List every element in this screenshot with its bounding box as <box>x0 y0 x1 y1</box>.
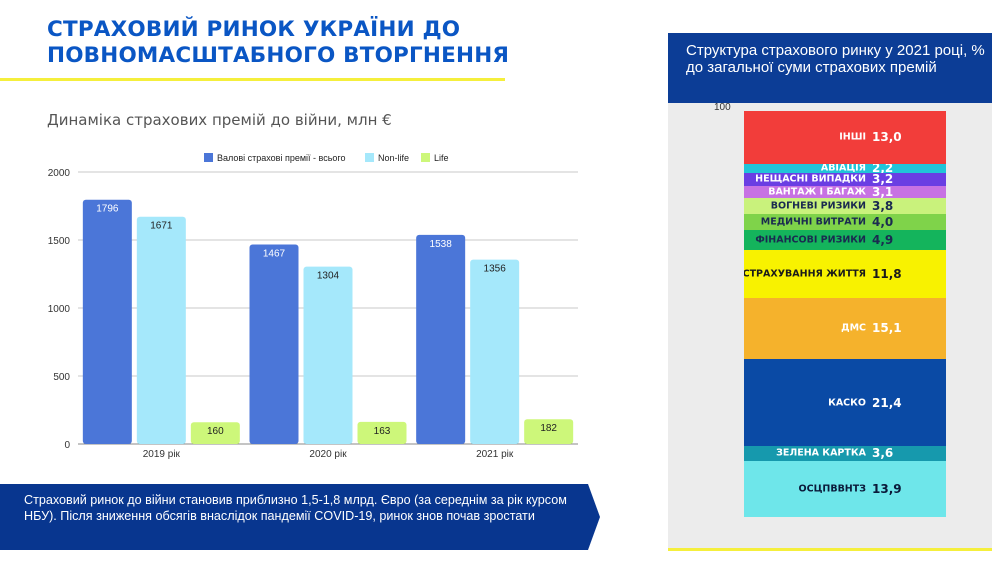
legend-label: Non-life <box>378 153 409 163</box>
legend-label: Life <box>434 153 449 163</box>
stack-segment: ДМС 15,1 <box>744 297 946 360</box>
stack-segment: ІНШІ 13,0 <box>744 111 946 164</box>
structure-stacked-bar: ІНШІ 13,0 АВІАЦІЯ 2,2 НЕЩАСНІ ВИПАДКИ 3,2 ВАНТ… <box>744 111 946 517</box>
y-tick-label: 1000 <box>48 304 71 315</box>
legend-swatch <box>421 153 430 162</box>
y-tick-label: 2000 <box>48 168 71 179</box>
stack-segment: ЗЕЛЕНА КАРТКА 3,6 <box>744 445 946 461</box>
note-box <box>0 484 600 550</box>
stack-segment: ВАНТАЖ І БАГАЖ 3,1 <box>744 185 946 199</box>
segment-value: 3,8 <box>872 198 894 213</box>
bar-value-label: 160 <box>207 426 224 437</box>
bar <box>357 421 407 444</box>
stack-segment: ВОГНЕВІ РИЗИКИ 3,8 <box>744 198 946 214</box>
bar <box>416 234 466 444</box>
legend-swatch <box>204 153 213 162</box>
segment-label: ДМС <box>841 322 866 334</box>
segment-value: 3,6 <box>872 446 894 461</box>
bar-value-label: 182 <box>540 423 557 434</box>
bar <box>470 259 520 444</box>
segment-value: 11,8 <box>872 266 902 281</box>
bar-value-label: 163 <box>374 426 391 437</box>
segment-value: 21,4 <box>872 395 902 410</box>
stack-segment: ФІНАНСОВІ РИЗИКИ 4,9 <box>744 229 946 250</box>
bar-value-label: 1467 <box>263 248 286 259</box>
structure-chart-title: Структура страхового ринку у 2021 році, … <box>686 42 985 76</box>
segment-label: ІНШІ <box>839 131 866 143</box>
segment-value: 3,1 <box>872 185 894 199</box>
segment-label: ЗЕЛЕНА КАРТКА <box>776 447 866 459</box>
y-tick-label: 0 <box>64 440 70 451</box>
page-title: СТРАХОВИЙ РИНОК УКРАЇНИ ДО ПОВНОМАСШТАБН… <box>47 17 510 68</box>
structure-bottom-line <box>668 548 992 551</box>
bar-chart-title: Динаміка страхових премій до війни, млн … <box>47 111 392 129</box>
segment-value: 4,0 <box>872 214 894 229</box>
bar-value-label: 1538 <box>430 239 453 250</box>
segment-value: 3,2 <box>872 172 894 186</box>
stack-segment: КАСКО 21,4 <box>744 359 946 446</box>
stack-axis-top-label: 100 <box>714 103 731 111</box>
segment-value: 15,1 <box>872 321 902 336</box>
segment-value: 2,2 <box>872 163 894 173</box>
legend-label: Валові страхові премії - всього <box>217 153 346 163</box>
stack-segment: АВІАЦІЯ 2,2 <box>744 163 946 173</box>
bar <box>524 419 574 444</box>
x-tick-label: 2020 рік <box>309 449 347 460</box>
bar <box>303 266 353 444</box>
bar-value-label: 1304 <box>317 271 340 282</box>
segment-value: 13,0 <box>872 130 902 145</box>
x-tick-label: 2019 рік <box>143 449 181 460</box>
segment-label: ОСЦПВВНТЗ <box>798 483 866 495</box>
legend-swatch <box>365 153 374 162</box>
segment-label: СТРАХУВАННЯ ЖИТТЯ <box>744 268 866 280</box>
bar-value-label: 1671 <box>150 221 173 232</box>
stack-segment: СТРАХУВАННЯ ЖИТТЯ 11,8 <box>744 249 946 298</box>
stack-segment: НЕЩАСНІ ВИПАДКИ 3,2 <box>744 172 946 186</box>
bar-value-label: 1796 <box>96 204 119 215</box>
title-underline <box>0 78 505 81</box>
segment-label: ВАНТАЖ І БАГАЖ <box>768 186 866 198</box>
bar <box>136 216 186 444</box>
y-tick-label: 1500 <box>48 236 71 247</box>
segment-label: АВІАЦІЯ <box>820 163 866 173</box>
bar <box>82 199 132 444</box>
note-text: Страховий ринок до війни становив прибли… <box>24 493 567 523</box>
x-tick-label: 2021 рік <box>476 449 514 460</box>
y-tick-label: 500 <box>53 372 70 383</box>
bar <box>190 422 240 444</box>
structure-header: Структура страхового ринку у 2021 році, … <box>668 33 992 103</box>
bar-value-label: 1356 <box>484 264 507 275</box>
segment-label: НЕЩАСНІ ВИПАДКИ <box>755 173 866 185</box>
segment-value: 13,9 <box>872 481 902 496</box>
segment-label: КАСКО <box>828 397 866 408</box>
stack-segment: МЕДИЧНІ ВИТРАТИ 4,0 <box>744 213 946 230</box>
segment-value: 4,9 <box>872 232 894 247</box>
segment-label: ВОГНЕВІ РИЗИКИ <box>770 200 866 212</box>
stack-segment: ОСЦПВВНТЗ 13,9 <box>744 460 946 517</box>
premiums-bar-chart: 0 500 1000 1500 2000 1796 1671 160 2019 рік 1467 1… <box>48 153 578 460</box>
segment-label: МЕДИЧНІ ВИТРАТИ <box>760 216 866 228</box>
segment-label: ФІНАНСОВІ РИЗИКИ <box>755 234 866 246</box>
bar <box>249 244 299 444</box>
